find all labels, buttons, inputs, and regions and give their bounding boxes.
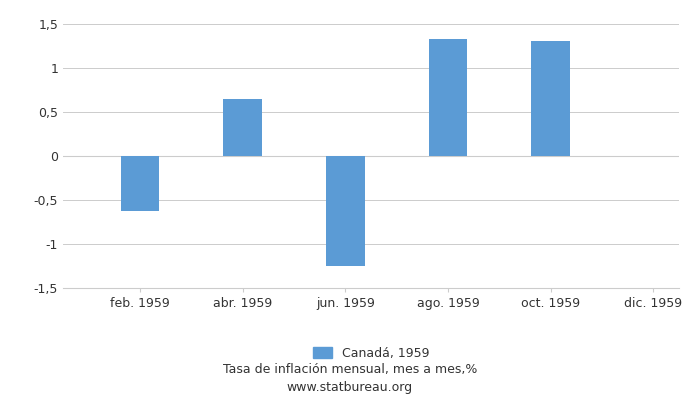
Bar xyxy=(120,156,160,212)
Bar xyxy=(428,39,467,156)
Legend: Canadá, 1959: Canadá, 1959 xyxy=(308,342,434,365)
Bar xyxy=(531,41,570,156)
Bar xyxy=(326,156,365,266)
Text: www.statbureau.org: www.statbureau.org xyxy=(287,382,413,394)
Text: Tasa de inflación mensual, mes a mes,%: Tasa de inflación mensual, mes a mes,% xyxy=(223,364,477,376)
Bar xyxy=(223,99,262,156)
